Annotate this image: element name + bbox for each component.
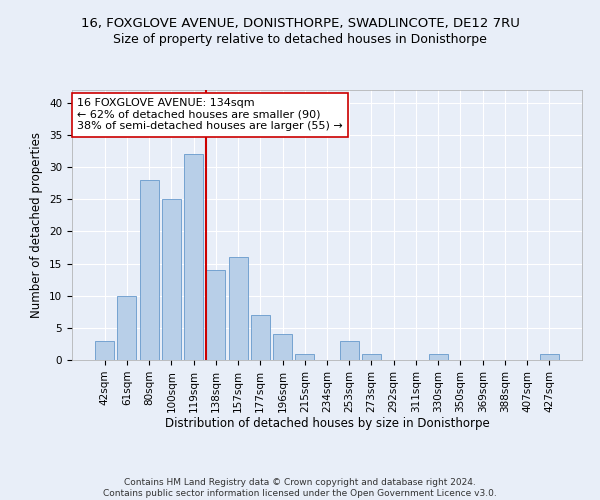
X-axis label: Distribution of detached houses by size in Donisthorpe: Distribution of detached houses by size … [164, 418, 490, 430]
Bar [95, 340, 114, 360]
Bar [540, 354, 559, 360]
Bar [229, 257, 248, 360]
Bar [273, 334, 292, 360]
Text: 16, FOXGLOVE AVENUE, DONISTHORPE, SWADLINCOTE, DE12 7RU: 16, FOXGLOVE AVENUE, DONISTHORPE, SWADLI… [80, 18, 520, 30]
Bar [140, 180, 158, 360]
Bar [206, 270, 225, 360]
Bar [429, 354, 448, 360]
Bar [362, 354, 381, 360]
Bar [251, 315, 270, 360]
Bar [118, 296, 136, 360]
Bar [295, 354, 314, 360]
Text: 16 FOXGLOVE AVENUE: 134sqm
← 62% of detached houses are smaller (90)
38% of semi: 16 FOXGLOVE AVENUE: 134sqm ← 62% of deta… [77, 98, 343, 132]
Bar [184, 154, 203, 360]
Bar [340, 340, 359, 360]
Bar [162, 200, 181, 360]
Text: Size of property relative to detached houses in Donisthorpe: Size of property relative to detached ho… [113, 32, 487, 46]
Text: Contains HM Land Registry data © Crown copyright and database right 2024.
Contai: Contains HM Land Registry data © Crown c… [103, 478, 497, 498]
Y-axis label: Number of detached properties: Number of detached properties [31, 132, 43, 318]
